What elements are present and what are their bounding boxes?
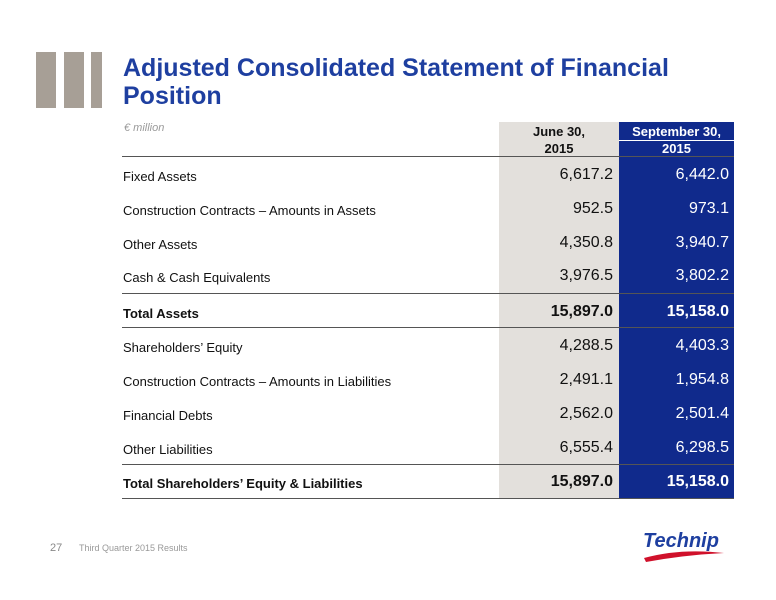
- row-value-june: 2,562.0: [559, 405, 613, 422]
- table-rule: [122, 498, 734, 499]
- row-value-june: 4,288.5: [559, 337, 613, 354]
- table-row: Fixed Assets 6,617.2 6,442.0: [122, 160, 734, 190]
- logo-swoosh: [644, 551, 724, 562]
- row-value-june: 6,617.2: [559, 166, 613, 183]
- page-title-line2: Position: [123, 82, 222, 110]
- row-value-september: 2,501.4: [675, 405, 729, 422]
- column-header-june: June 30, 2015: [499, 122, 619, 156]
- table-row: Shareholders’ Equity 4,288.5 4,403.3: [122, 331, 734, 361]
- page-title-line1: Adjusted Consolidated Statement of Finan…: [123, 54, 669, 82]
- column-header-june-line1: June 30,: [532, 124, 586, 139]
- column-header-june-line2: 2015: [544, 141, 574, 156]
- september-column-bg: [619, 122, 734, 498]
- row-value-september: 4,403.3: [675, 337, 729, 354]
- footer-text: Third Quarter 2015 Results: [79, 543, 188, 553]
- row-value-september: 15,158.0: [666, 303, 729, 320]
- row-value-june: 3,976.5: [559, 267, 613, 284]
- row-value-september: 3,940.7: [675, 234, 729, 251]
- page-number: 27: [50, 542, 63, 554]
- unit-label: € million: [124, 122, 165, 134]
- technip-logo: Technip: [643, 530, 724, 562]
- logo-text: Technip: [643, 530, 719, 552]
- row-value-june: 952.5: [572, 200, 613, 217]
- table-row-total: Total Assets 15,897.0 15,158.0: [122, 297, 734, 327]
- table-row: Cash & Cash Equivalents 3,976.5 3,802.2: [122, 261, 734, 291]
- row-value-september: 15,158.0: [666, 473, 729, 490]
- table-row: Other Assets 4,350.8 3,940.7: [122, 228, 734, 258]
- row-value-september: 973.1: [688, 200, 729, 217]
- column-header-september: September 30, 2015: [619, 122, 734, 156]
- row-label: Financial Debts: [123, 408, 213, 423]
- table-row: Financial Debts 2,562.0 2,501.4: [122, 399, 734, 429]
- row-label: Other Liabilities: [123, 442, 213, 457]
- page-title: Adjusted Consolidated Statement of Finan…: [123, 54, 743, 110]
- table-row: Construction Contracts – Amounts in Liab…: [122, 365, 734, 395]
- table-rule: [122, 327, 734, 328]
- header-divider: [619, 140, 734, 141]
- row-label: Construction Contracts – Amounts in Liab…: [123, 374, 392, 389]
- row-value-september: 3,802.2: [675, 267, 729, 284]
- row-label: Total Assets: [123, 306, 199, 321]
- row-value-june: 2,491.1: [559, 371, 613, 388]
- row-value-june: 15,897.0: [550, 473, 613, 490]
- june-column-bg: [499, 122, 619, 498]
- row-label: Shareholders’ Equity: [123, 340, 243, 355]
- row-value-september: 6,298.5: [675, 439, 729, 456]
- row-label: Fixed Assets: [123, 169, 197, 184]
- row-value-june: 4,350.8: [559, 234, 613, 251]
- column-header-september-line2: 2015: [662, 141, 691, 156]
- table-rule: [122, 293, 734, 294]
- table-row: Construction Contracts – Amounts in Asse…: [122, 194, 734, 224]
- table-row-total: Total Shareholders’ Equity & Liabilities…: [122, 467, 734, 497]
- table-rule: [122, 156, 734, 157]
- table-rule: [122, 464, 734, 465]
- row-value-june: 15,897.0: [550, 303, 613, 320]
- column-header-september-line1: September 30,: [632, 124, 721, 139]
- table-row: Other Liabilities 6,555.4 6,298.5: [122, 433, 734, 463]
- row-label: Cash & Cash Equivalents: [123, 270, 271, 285]
- row-label: Total Shareholders’ Equity & Liabilities: [123, 476, 363, 491]
- row-value-september: 6,442.0: [675, 166, 729, 183]
- row-value-june: 6,555.4: [559, 439, 613, 456]
- row-value-september: 1,954.8: [675, 371, 729, 388]
- row-label: Other Assets: [123, 237, 198, 252]
- row-label: Construction Contracts – Amounts in Asse…: [123, 203, 376, 218]
